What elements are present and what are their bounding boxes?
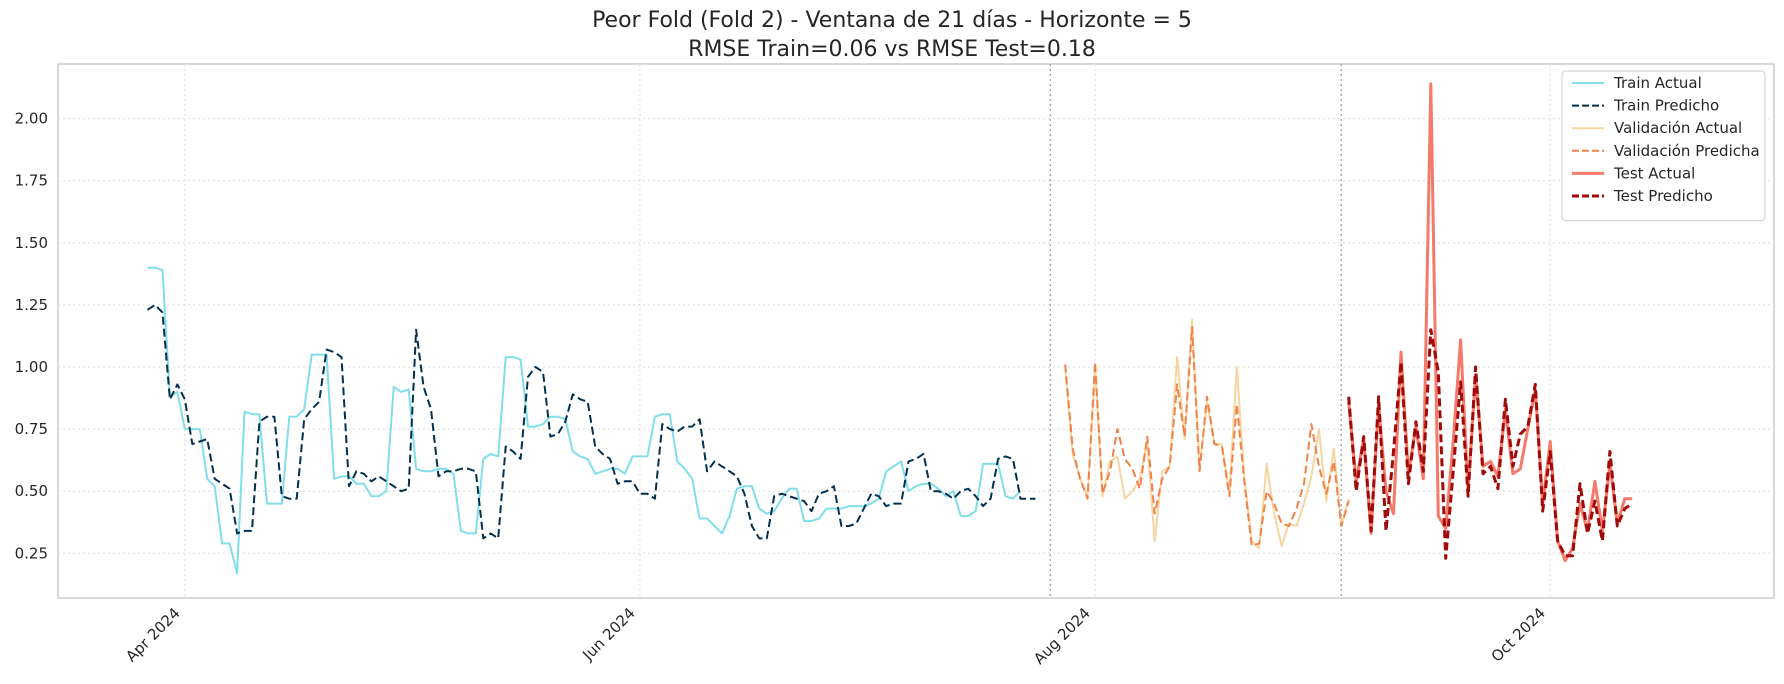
grid [58, 64, 1774, 598]
series-lines [146, 82, 1634, 575]
legend-entry-label: Test Actual [1613, 164, 1695, 182]
y-tick-label: 1.50 [15, 234, 48, 252]
y-tick-label: 0.50 [15, 482, 48, 500]
legend-entry-label: Validación Predicha [1614, 142, 1760, 160]
series-line-4 [1064, 326, 1350, 547]
series-line-1 [147, 266, 1022, 575]
x-tick-label: Aug 2024 [1030, 604, 1094, 668]
chart-title: Peor Fold (Fold 2) - Ventana de 21 días … [592, 8, 1192, 33]
y-tick-label: 2.00 [15, 110, 48, 128]
legend-entry-label: Test Predicho [1613, 187, 1713, 205]
y-tick-label: 0.25 [15, 544, 48, 562]
y-tick-label: 1.25 [15, 296, 48, 314]
y-tick-label: 1.75 [15, 172, 48, 190]
chart-subtitle: RMSE Train=0.06 vs RMSE Test=0.18 [688, 37, 1096, 62]
x-tick-label: Jun 2024 [578, 604, 638, 664]
legend-entry-label: Validación Actual [1614, 119, 1742, 137]
plot-area [57, 63, 1775, 599]
x-tick-label: Apr 2024 [122, 604, 183, 665]
legend-entry-label: Train Predicho [1613, 97, 1719, 115]
series-line-2 [146, 303, 1036, 540]
legend: Train Actual Train Predicho Validación Act… [1561, 70, 1766, 222]
x-tick-label: Oct 2024 [1488, 604, 1549, 665]
series-line-3 [1064, 318, 1350, 550]
legend-entry-label: Train Actual [1613, 74, 1702, 92]
fold-split-lines [1049, 64, 1343, 598]
legend-box [1561, 70, 1766, 222]
y-tick-label: 1.00 [15, 358, 48, 376]
series-line-5 [1347, 82, 1633, 563]
series-line-6 [1347, 328, 1634, 560]
x-axis-ticks: Apr 2024 Jun 2024 Aug 2024 Oct 2024 [122, 604, 1549, 668]
y-axis-ticks: 0.25 0.50 0.75 1.00 1.25 1.50 1.75 2.00 [15, 110, 48, 563]
y-tick-label: 0.75 [15, 420, 48, 438]
